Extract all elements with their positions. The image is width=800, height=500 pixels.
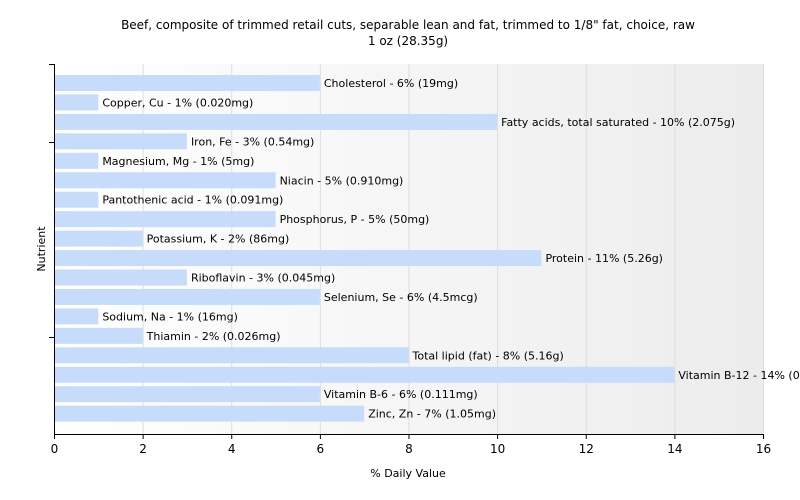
bar-label: Pantothenic acid - 1% (0.091mg): [102, 194, 283, 207]
x-tick-label: 14: [667, 442, 682, 456]
x-tick-label: 4: [228, 442, 236, 456]
x-tick-label: 12: [579, 442, 594, 456]
bar: [55, 386, 320, 403]
bar-label: Selenium, Se - 6% (4.5mcg): [324, 291, 478, 304]
bar: [55, 327, 143, 344]
bar: [55, 347, 409, 364]
bar: [55, 308, 99, 325]
chart-title-block: Beef, composite of trimmed retail cuts, …: [0, 17, 800, 49]
bar: [55, 133, 187, 150]
bar-label: Riboflavin - 3% (0.045mg): [191, 272, 335, 285]
x-tick-label: 10: [490, 442, 505, 456]
x-tick-label: 16: [756, 442, 771, 456]
bar-label: Magnesium, Mg - 1% (5mg): [102, 155, 254, 168]
chart-title: Beef, composite of trimmed retail cuts, …: [121, 18, 695, 32]
bar-label: Sodium, Na - 1% (16mg): [102, 310, 238, 323]
bar: [55, 191, 99, 208]
bar-label: Potassium, K - 2% (86mg): [147, 233, 290, 246]
x-tick-label: 0: [51, 442, 59, 456]
axes-group: 0 2 4 6 8 10 12 14 16: [49, 64, 771, 456]
bar-label: Zinc, Zn - 7% (1.05mg): [368, 408, 496, 421]
bar: [55, 250, 542, 267]
x-axis-label: % Daily Value: [370, 467, 446, 480]
bar: [55, 172, 276, 189]
bar-label: Phosphorus, P - 5% (50mg): [280, 213, 430, 226]
bar-label: Vitamin B-12 - 14% (0.83mcg): [678, 369, 800, 382]
bar: [55, 211, 276, 228]
bar: [55, 94, 99, 111]
bar: [55, 113, 498, 130]
bar-label: Total lipid (fat) - 8% (5.16g): [412, 349, 564, 362]
bar-label: Vitamin B-6 - 6% (0.111mg): [324, 388, 478, 401]
x-tick-label: 8: [405, 442, 413, 456]
bar: [55, 230, 143, 247]
bar: [55, 152, 99, 169]
bar-label: Copper, Cu - 1% (0.020mg): [102, 96, 253, 109]
x-tick-label: 6: [317, 442, 325, 456]
bar-label: Niacin - 5% (0.910mg): [280, 174, 404, 187]
chart-subtitle: 1 oz (28.35g): [367, 34, 449, 48]
bar-label: Cholesterol - 6% (19mg): [324, 77, 458, 90]
bar: [55, 288, 320, 305]
bar-label: Iron, Fe - 3% (0.54mg): [191, 135, 314, 148]
bar-label: Thiamin - 2% (0.026mg): [146, 330, 281, 343]
bar-label: Protein - 11% (5.26g): [545, 252, 663, 265]
bar: [55, 405, 365, 422]
bars-group: Cholesterol - 6% (19mg) Copper, Cu - 1% (…: [55, 75, 800, 422]
y-axis-label: Nutrient: [35, 226, 48, 272]
x-tick-label: 2: [139, 442, 147, 456]
bar: [55, 269, 187, 286]
bar: [55, 75, 320, 91]
bar-label: Fatty acids, total saturated - 10% (2.07…: [501, 116, 735, 129]
bar: [55, 366, 675, 383]
